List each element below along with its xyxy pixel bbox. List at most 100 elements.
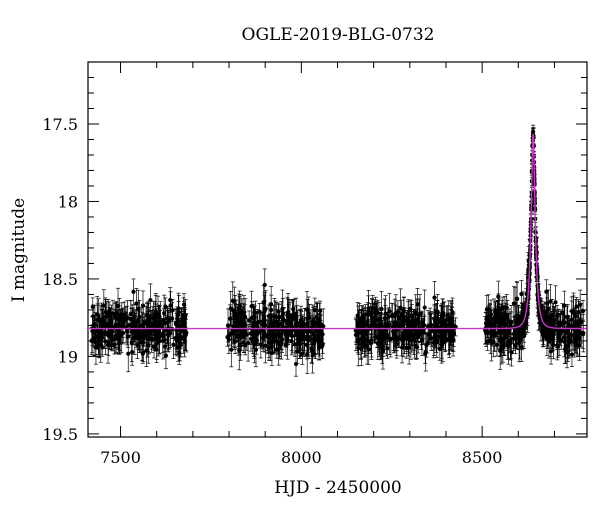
- data-point: [116, 319, 122, 355]
- data-point: [117, 316, 122, 351]
- point-marker: [428, 323, 433, 328]
- point-marker: [359, 316, 364, 321]
- y-tick-label: 18.5: [42, 270, 78, 289]
- data-point: [283, 334, 289, 356]
- data-point: [304, 330, 309, 360]
- data-point: [368, 303, 373, 327]
- point-marker: [311, 323, 316, 328]
- data-point: [124, 305, 130, 331]
- data-point: [450, 322, 455, 352]
- point-marker: [162, 311, 167, 316]
- data-point: [90, 297, 95, 317]
- data-point: [447, 312, 453, 350]
- point-marker: [431, 329, 436, 334]
- point-marker: [135, 329, 140, 334]
- data-point: [358, 329, 364, 360]
- point-marker: [310, 352, 315, 358]
- point-marker: [233, 329, 238, 334]
- point-marker: [304, 342, 309, 347]
- data-point: [103, 311, 108, 336]
- point-marker: [358, 320, 364, 325]
- point-marker: [141, 350, 146, 355]
- data-point: [395, 300, 401, 324]
- data-point: [406, 313, 411, 354]
- point-marker: [140, 303, 146, 308]
- point-marker: [310, 318, 315, 324]
- data-point: [377, 312, 382, 337]
- data-point: [263, 290, 268, 327]
- point-marker: [170, 316, 175, 321]
- point-marker: [317, 344, 322, 349]
- data-point: [168, 287, 173, 313]
- point-marker: [443, 335, 448, 340]
- point-marker: [91, 323, 96, 328]
- point-marker: [411, 337, 416, 342]
- data-point: [173, 309, 178, 338]
- point-marker: [243, 315, 248, 320]
- data-point: [358, 310, 364, 336]
- data-point: [237, 330, 242, 371]
- point-marker: [433, 324, 438, 329]
- data-point: [142, 323, 147, 343]
- point-marker: [257, 309, 262, 314]
- data-point: [277, 332, 283, 358]
- point-marker: [259, 328, 265, 333]
- point-marker: [366, 306, 371, 311]
- point-marker: [120, 321, 126, 326]
- point-marker: [275, 324, 281, 329]
- data-point: [165, 316, 170, 344]
- point-marker: [393, 330, 398, 335]
- point-marker: [130, 350, 135, 355]
- data-point: [141, 342, 146, 363]
- data-point: [317, 302, 322, 342]
- point-marker: [263, 343, 268, 348]
- data-point: [393, 321, 398, 345]
- data-point: [359, 309, 364, 328]
- data-point: [97, 331, 102, 358]
- point-marker: [268, 313, 273, 318]
- point-marker: [262, 282, 267, 288]
- point-marker: [126, 323, 132, 328]
- y-tick-label: 19: [58, 347, 78, 366]
- point-marker: [432, 295, 437, 300]
- point-marker: [168, 303, 173, 308]
- photometry-data: [89, 124, 586, 377]
- point-marker: [279, 328, 285, 333]
- point-marker: [356, 345, 361, 351]
- point-marker: [398, 305, 403, 310]
- data-point: [160, 318, 165, 354]
- point-marker: [103, 321, 108, 326]
- data-point: [126, 335, 131, 373]
- data-point: [262, 268, 267, 302]
- point-marker: [379, 306, 384, 311]
- data-point: [411, 324, 416, 355]
- point-marker: [243, 343, 248, 348]
- data-point: [355, 302, 360, 330]
- point-marker: [228, 316, 233, 321]
- point-marker: [181, 312, 186, 318]
- point-marker: [385, 346, 390, 351]
- point-marker: [225, 335, 230, 340]
- point-marker: [355, 313, 360, 318]
- point-marker: [177, 336, 182, 342]
- data-point: [433, 310, 438, 343]
- point-marker: [101, 303, 106, 308]
- point-marker: [419, 320, 424, 325]
- point-marker: [402, 336, 407, 341]
- data-point: [317, 335, 322, 357]
- point-marker: [154, 322, 159, 327]
- point-marker: [93, 345, 99, 350]
- data-point: [275, 310, 281, 343]
- point-marker: [154, 347, 159, 352]
- point-marker: [279, 314, 284, 320]
- point-marker: [419, 337, 425, 343]
- data-point: [233, 321, 238, 342]
- data-point: [284, 313, 289, 348]
- point-marker: [422, 323, 427, 328]
- point-marker: [168, 297, 173, 303]
- point-marker: [249, 304, 254, 309]
- point-marker: [163, 353, 169, 358]
- point-marker: [230, 308, 235, 313]
- data-point: [431, 317, 436, 346]
